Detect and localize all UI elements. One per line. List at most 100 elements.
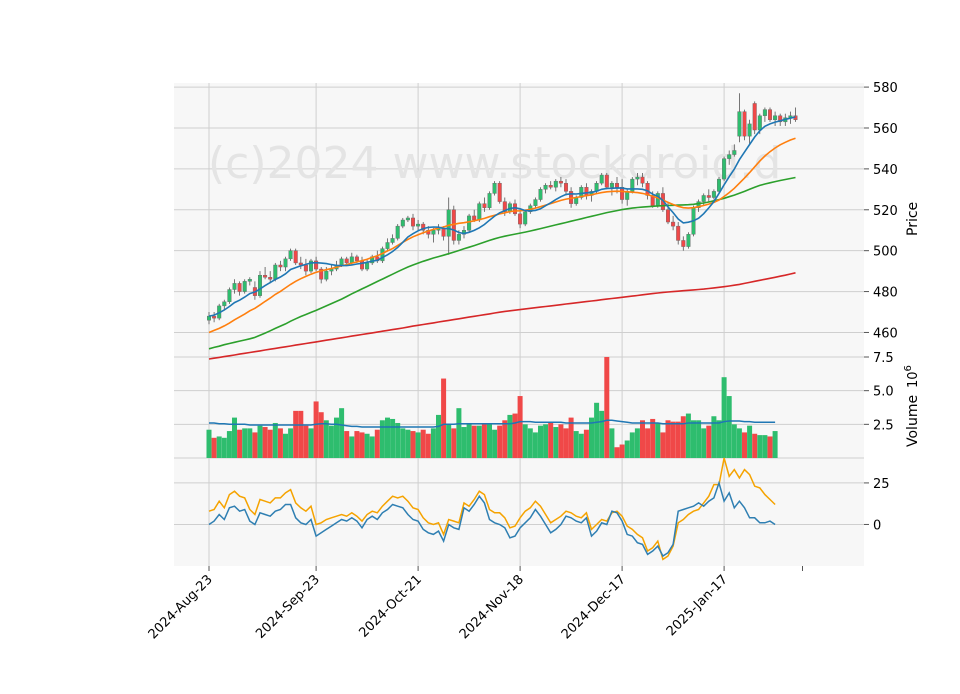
candle-down xyxy=(645,182,650,196)
volume-bar-up xyxy=(369,436,375,458)
candle-up xyxy=(599,174,604,184)
candle-down xyxy=(293,250,298,264)
candle-down xyxy=(706,195,711,198)
y-tick-label: 520 xyxy=(873,204,898,219)
candle-up xyxy=(288,250,293,260)
candle-up xyxy=(242,281,247,292)
candle-down xyxy=(360,260,365,270)
candle-up xyxy=(609,182,614,188)
volume-bar-down xyxy=(548,422,554,458)
volume-bar-up xyxy=(573,431,579,458)
candle-down xyxy=(742,111,747,137)
volume-bar-down xyxy=(614,447,620,458)
volume-bar-up xyxy=(390,418,396,458)
volume-bar-down xyxy=(237,429,243,458)
volume-bar-down xyxy=(752,433,758,458)
y-tick-label: 580 xyxy=(873,81,898,96)
candle-up xyxy=(762,109,767,116)
candle-down xyxy=(558,180,563,184)
volume-bar-up xyxy=(701,428,707,458)
ma-fast-line xyxy=(208,116,796,317)
oscillator-panel-bg xyxy=(174,458,864,566)
volume-bar-up xyxy=(747,425,753,458)
volume-bar-up xyxy=(400,428,406,458)
candle-down xyxy=(548,185,553,188)
candle-up xyxy=(722,158,727,180)
volume-bar-up xyxy=(436,414,441,458)
volume-bar-down xyxy=(420,429,426,458)
volume-bar-down xyxy=(742,432,747,458)
y-tick-label: 540 xyxy=(873,163,898,178)
volume-bar-down xyxy=(211,437,217,458)
volume-bar-up xyxy=(655,422,661,458)
volume-bar-down xyxy=(640,420,645,458)
volume-bar-up xyxy=(415,432,421,458)
candle-up xyxy=(717,178,722,192)
volume-bar-up xyxy=(446,424,452,458)
volume-bar-down xyxy=(293,410,299,458)
volume-bar-down xyxy=(619,444,625,458)
volume-bar-down xyxy=(313,401,319,458)
candle-up xyxy=(732,150,737,155)
volume-bar-up xyxy=(599,410,605,458)
volume-bar-up xyxy=(716,420,722,458)
candle-up xyxy=(773,115,778,121)
candle-up xyxy=(446,209,451,237)
volume-bar-up xyxy=(527,428,533,458)
volume-bar-down xyxy=(481,424,487,458)
volume-bar-up xyxy=(553,427,559,458)
volume-unit-label: 106 xyxy=(903,365,921,388)
candle-up xyxy=(467,215,472,231)
volume-bar-up xyxy=(726,396,732,458)
candle-down xyxy=(681,240,686,247)
volume-bar-up xyxy=(308,428,314,458)
volume-bar-down xyxy=(252,432,258,458)
candle-down xyxy=(268,277,273,280)
volume-bar-down xyxy=(410,431,416,458)
candle-down xyxy=(344,258,349,264)
volume-bar-up xyxy=(757,435,763,458)
volume-bar-down xyxy=(568,417,574,458)
ma-long-line xyxy=(208,272,796,360)
candle-up xyxy=(247,279,252,282)
candle-up xyxy=(385,242,390,249)
volume-bar-down xyxy=(665,420,671,458)
candle-up xyxy=(222,301,227,307)
volume-bar-up xyxy=(685,413,691,458)
volume-bar-up xyxy=(696,420,702,458)
candle-up xyxy=(711,191,716,198)
volume-bar-down xyxy=(277,428,283,458)
volume-bar-up xyxy=(538,425,543,458)
volume-bar-down xyxy=(374,429,380,458)
candle-up xyxy=(258,275,263,296)
volume-bar-down xyxy=(471,425,477,458)
volume-bar-up xyxy=(543,424,549,458)
volume-bar-down xyxy=(344,431,350,458)
volume-bar-up xyxy=(736,428,742,458)
volume-bar-up xyxy=(226,431,232,458)
price-axis-label: Price xyxy=(905,202,921,236)
volume-bar-up xyxy=(216,436,222,458)
volume-bar-up xyxy=(532,432,538,458)
y-tick-label: 480 xyxy=(873,286,898,301)
candle-down xyxy=(768,109,773,121)
volume-unit-base: 10 xyxy=(906,371,921,388)
volume-bar-up xyxy=(589,417,594,458)
volume-bar-up xyxy=(323,420,329,458)
volume-bar-up xyxy=(522,424,528,458)
volume-bar-down xyxy=(318,412,324,458)
ma-slow-line xyxy=(208,176,796,350)
candle-down xyxy=(584,187,589,196)
candle-up xyxy=(477,203,482,221)
x-tick-label: 2025-Jan-17 xyxy=(664,572,731,639)
candle-down xyxy=(666,209,671,223)
volume-bar-down xyxy=(645,428,651,458)
candle-down xyxy=(497,182,502,202)
candle-up xyxy=(533,199,538,206)
volume-bar-up xyxy=(328,425,334,458)
volume-bar-up xyxy=(405,429,411,458)
volume-bar-up xyxy=(283,433,288,458)
y-tick-label: 2.5 xyxy=(873,418,894,433)
volume-bar-down xyxy=(298,410,304,458)
candle-up xyxy=(390,238,395,243)
